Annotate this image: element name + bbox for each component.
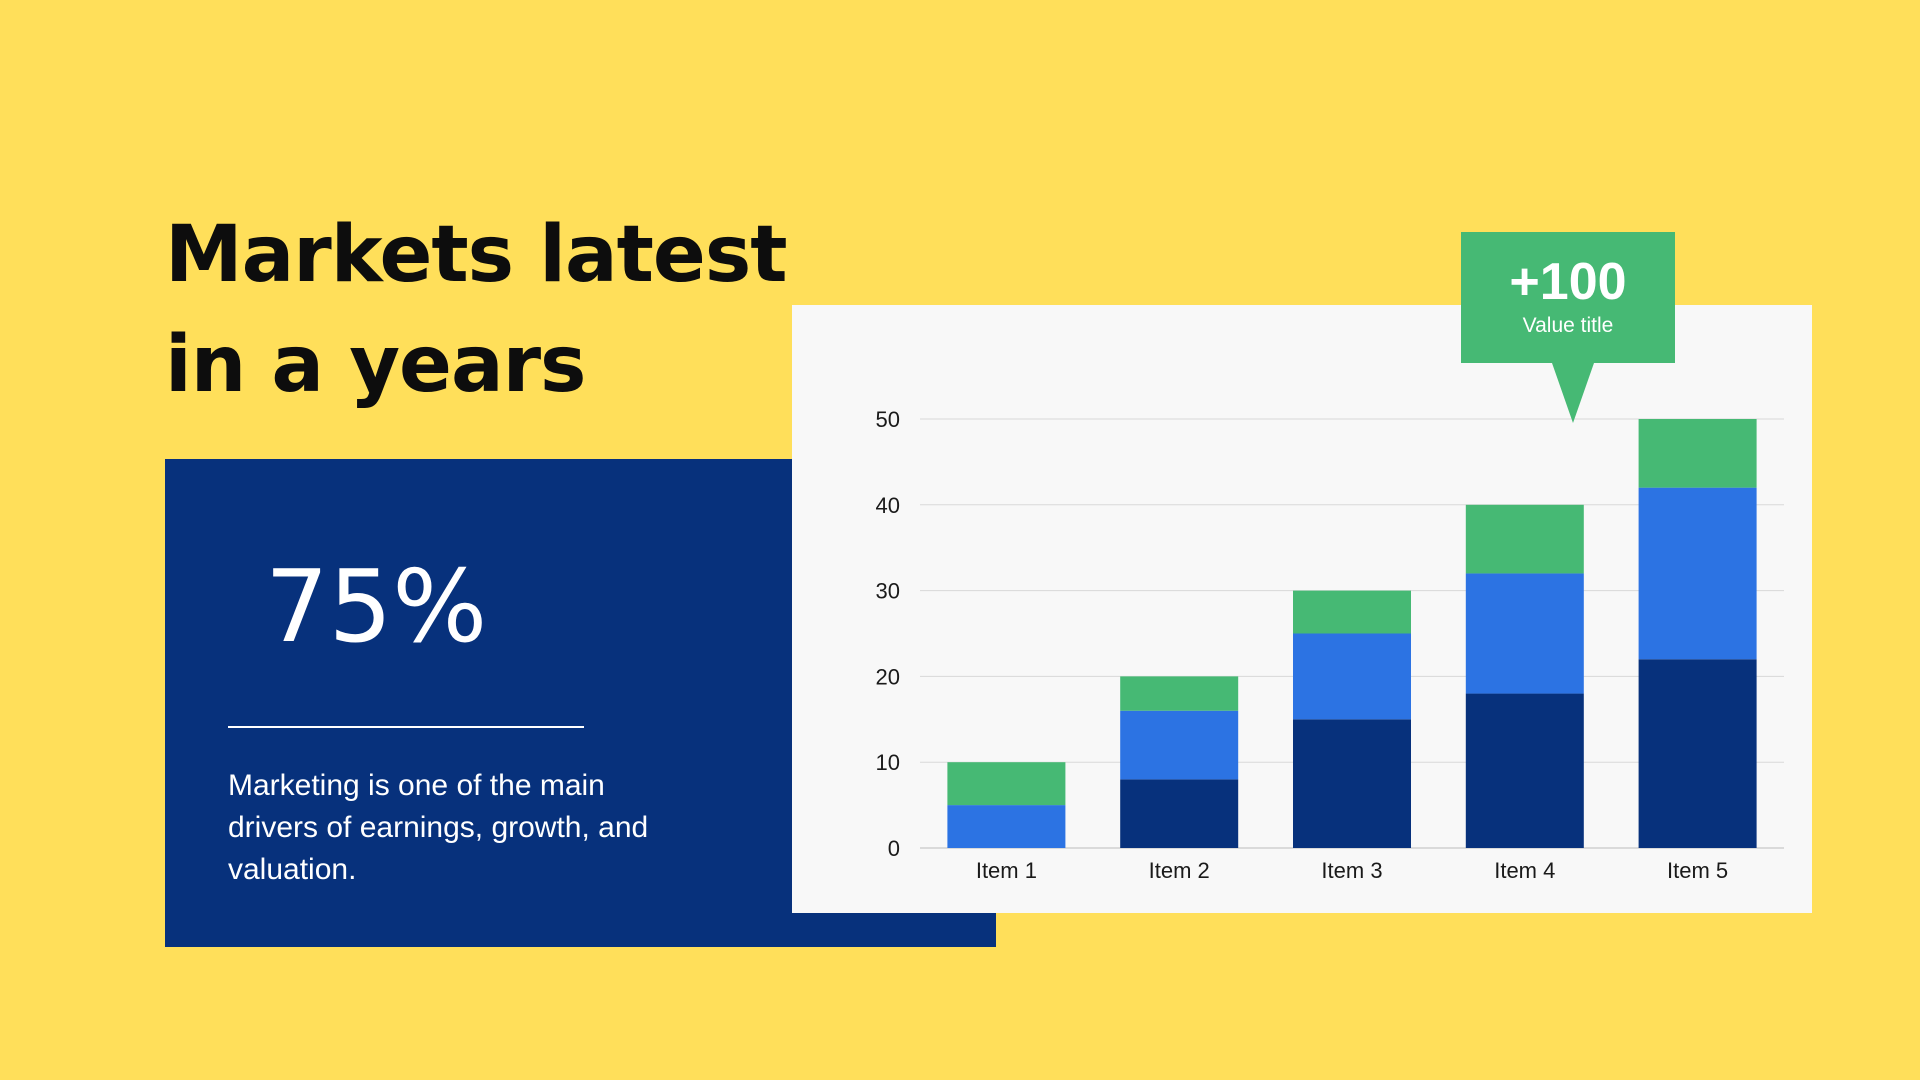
bar-segment [1465, 573, 1584, 694]
bar-segment [1638, 487, 1757, 660]
title-line-2: in a years [165, 320, 586, 410]
bar-segment [1293, 719, 1411, 848]
chart-panel: 0 10 20 30 40 50 Item 1 Item 2 Item 3 Item 4 Item … [792, 305, 1812, 913]
x-tick-label: Item 3 [1321, 858, 1382, 883]
bar-segment [1293, 590, 1411, 634]
bar-segment [1465, 693, 1584, 848]
x-tick-label: Item 1 [976, 858, 1037, 883]
y-tick-label: 10 [876, 750, 900, 775]
stat-description: Marketing is one of the main drivers of … [228, 769, 649, 886]
bar-segment [947, 805, 1066, 848]
y-tick-label: 50 [876, 407, 900, 432]
bar-segment [1638, 659, 1757, 848]
bar-segment [1120, 779, 1239, 848]
value-callout: +100 Value title [1461, 232, 1675, 423]
title-line-1: Markets latest [165, 210, 788, 300]
x-tick-label: Item 2 [1149, 858, 1210, 883]
y-tick-label: 0 [888, 836, 900, 861]
bar-segment [1120, 676, 1239, 711]
stacked-bar-chart: 0 10 20 30 40 50 Item 1 Item 2 Item 3 Item 4 Item … [876, 407, 1784, 883]
bar-segment [1120, 710, 1239, 780]
callout-value: +100 [1509, 253, 1627, 311]
x-tick-label: Item 5 [1667, 858, 1728, 883]
callout-label: Value title [1522, 314, 1614, 337]
stat-divider [228, 726, 584, 728]
y-tick-label: 40 [876, 493, 900, 518]
bar-segment [1638, 419, 1757, 488]
y-tick-label: 20 [876, 664, 900, 689]
stat-value: 75% [265, 548, 488, 665]
page-title: Markets latest in a years [165, 200, 788, 420]
bar-segment [1293, 633, 1411, 720]
x-tick-label: Item 4 [1494, 858, 1555, 883]
bar-segment [1465, 504, 1584, 574]
y-tick-label: 30 [876, 579, 900, 604]
bar-segment [947, 762, 1066, 806]
